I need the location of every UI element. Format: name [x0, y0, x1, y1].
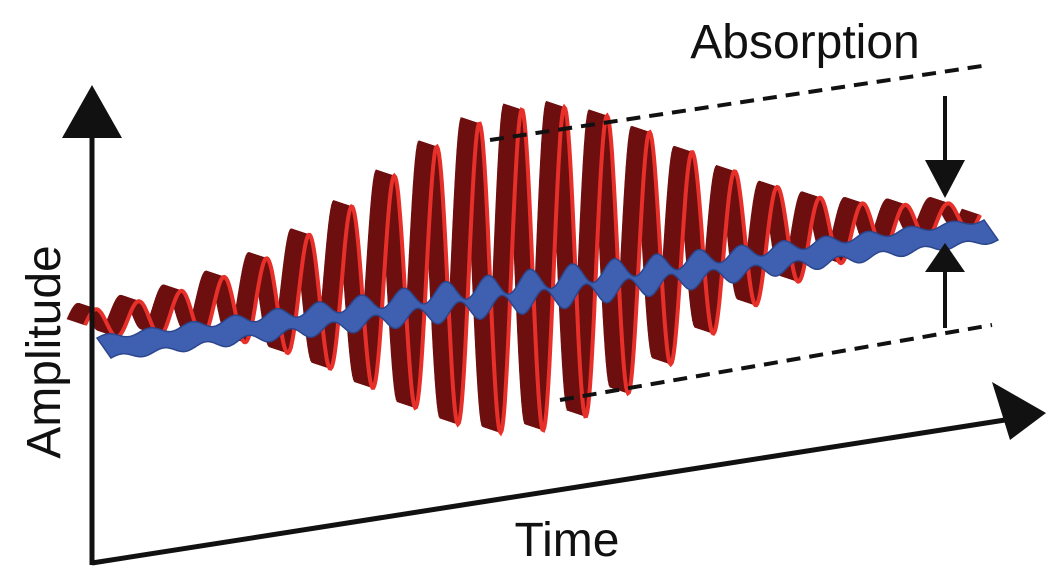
absorption-arrowhead-up	[925, 243, 965, 272]
amplitude-label: Amplitude	[18, 245, 71, 458]
upper-dashed-line	[489, 64, 983, 142]
time-label: Time	[515, 514, 620, 567]
lower-dashed-line	[559, 323, 993, 402]
amplitude-arrowhead	[62, 85, 122, 138]
waves	[66, 100, 1000, 437]
absorption-label: Absorption	[690, 16, 919, 69]
time-axis	[91, 417, 1006, 566]
time-arrowhead	[992, 382, 1046, 440]
blue-ribbon	[95, 219, 1000, 359]
absorption-arrowhead-down	[925, 160, 965, 198]
